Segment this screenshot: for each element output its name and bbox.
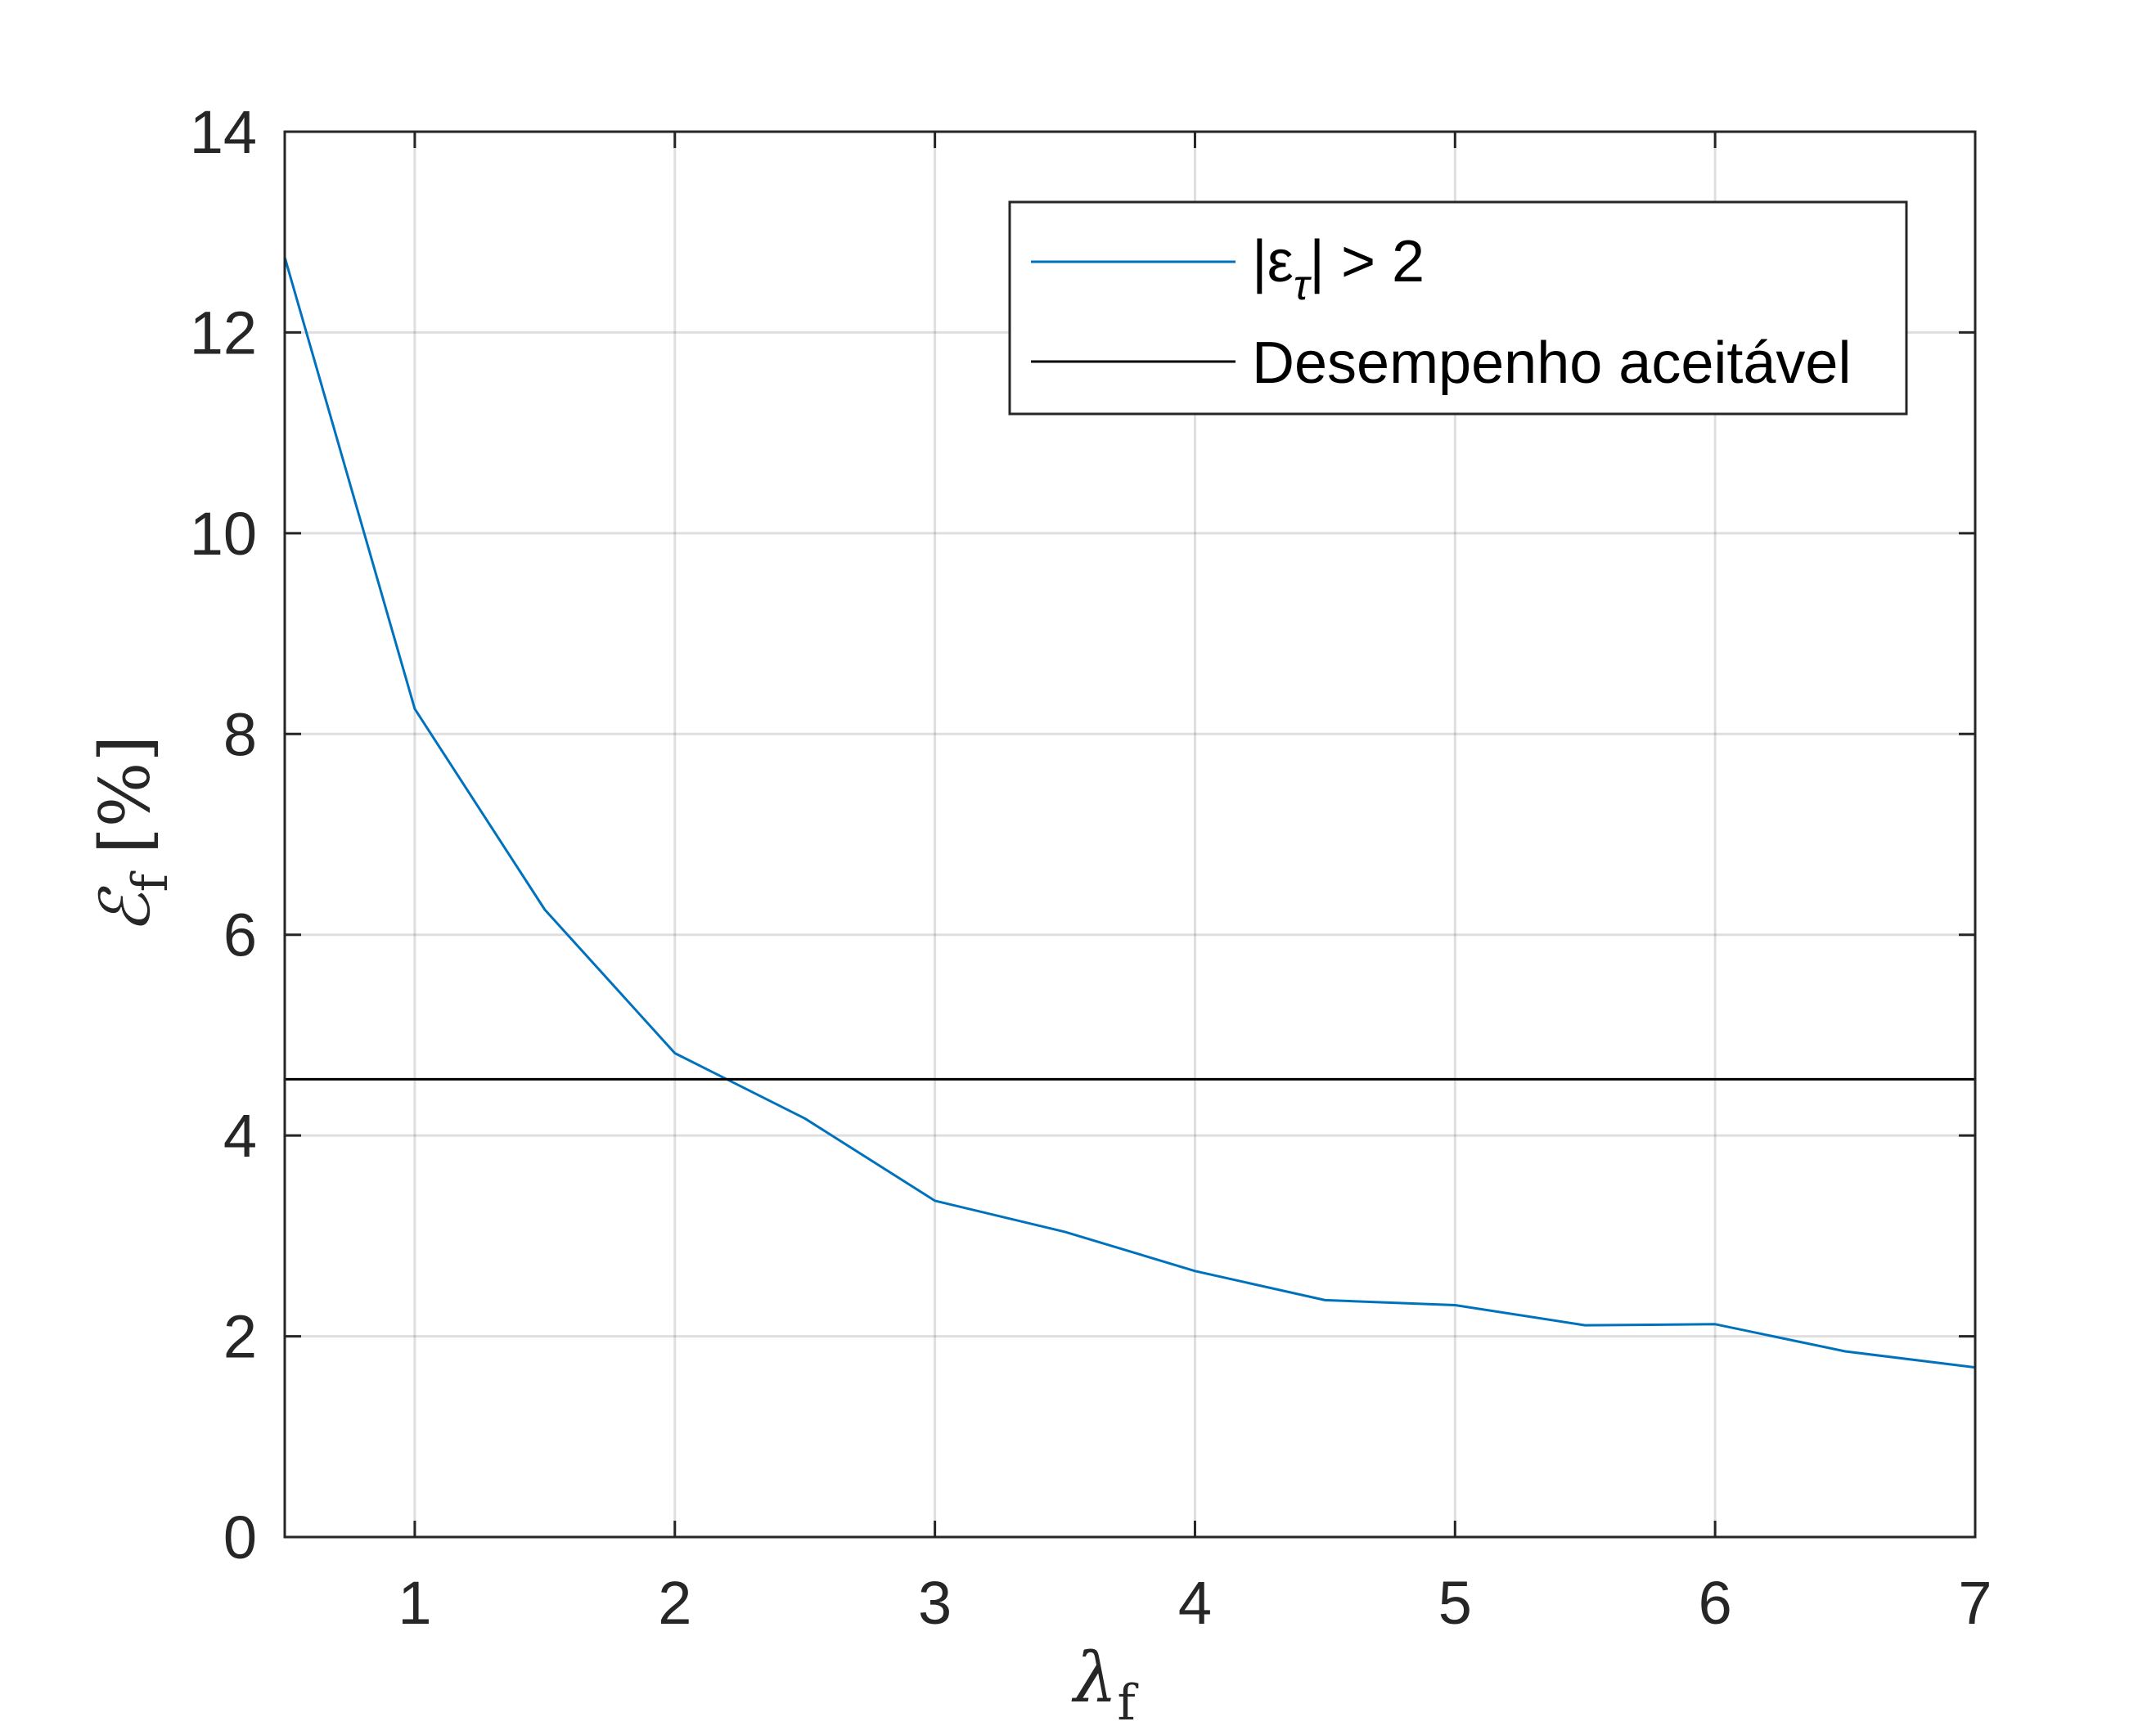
series-layer [283,256,1976,1369]
y-tick-label: 14 [190,98,257,166]
x-axis-label-subscript: f [1118,1674,1139,1726]
y-tick-label: 10 [190,500,257,568]
legend-label-series-2: Desempenho aceitável [1252,330,1851,396]
x-axis-label-symbol: λ [1071,1638,1117,1718]
y-tick-label: 6 [223,901,257,969]
ticks [285,130,1977,1539]
legend: |ετ| > 2 Desempenho aceitável [1008,200,1908,416]
y-tick-label: 12 [190,299,257,366]
legend-label-series-1-suffix: | > 2 [1309,229,1425,294]
x-tick-label: 7 [1958,1569,1992,1637]
y-axis-label: ℰf [%] [85,735,179,933]
y-axis-label-unit: [%] [85,735,165,854]
legend-box [1008,200,1908,416]
x-axis-label: λf [1071,1638,1138,1726]
x-tick-label: 2 [658,1569,691,1637]
legend-label-series-1-prefix: |ε [1252,229,1294,294]
y-axis-label-subscript: f [122,870,179,892]
x-tick-label: 4 [1178,1569,1212,1637]
y-axis-label-symbol: ℰ [85,885,165,933]
x-tick-label: 5 [1438,1569,1472,1637]
x-tick-label: 1 [398,1569,431,1637]
y-tick-label: 4 [223,1102,257,1170]
x-tick-label: 6 [1699,1569,1732,1637]
y-tick-label: 0 [223,1504,257,1571]
plot-frame [283,130,1977,1539]
x-tick-label: 3 [918,1569,952,1637]
series-line-1 [283,256,1976,1369]
legend-label-series-1-subscript: τ [1294,262,1312,309]
y-tick-label: 8 [223,700,257,768]
y-tick-label: 2 [223,1303,257,1371]
legend-label-series-1: |ετ| > 2 [1252,229,1425,309]
